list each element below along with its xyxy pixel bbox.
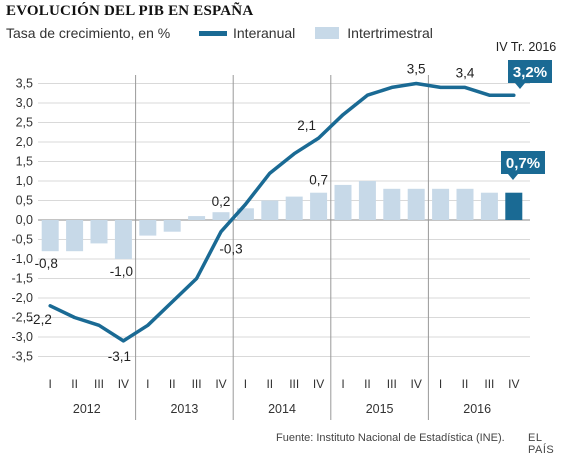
bar — [236, 208, 254, 220]
x-tick-label: IV — [411, 377, 422, 391]
data-label: -0,8 — [35, 256, 58, 271]
year-label: 2014 — [268, 402, 296, 416]
x-tick-label: IV — [508, 377, 519, 391]
source-note: Fuente: Instituto Nacional de Estadístic… — [276, 432, 505, 444]
x-tick-label: I — [244, 377, 247, 391]
callout-box — [508, 60, 552, 83]
legend-swatch-bar — [315, 27, 340, 39]
y-tick-label: 2,0 — [16, 135, 33, 149]
legend-label-intertrimestral: Intertrimestral — [347, 25, 433, 41]
x-tick-label: II — [364, 377, 371, 391]
bar — [456, 188, 474, 220]
bar — [41, 220, 59, 252]
x-tick-label: II — [462, 377, 469, 391]
x-tick-label: II — [266, 377, 273, 391]
bar — [188, 216, 206, 220]
callout: 3,2% — [508, 60, 552, 89]
x-tick-label: II — [71, 377, 78, 391]
data-label: 0,7 — [309, 173, 328, 188]
bar — [212, 212, 230, 220]
data-label: -2,2 — [29, 312, 52, 327]
x-tick-label: III — [289, 377, 299, 391]
data-label: 3,5 — [407, 62, 426, 77]
legend-item-interanual: Interanual — [199, 25, 295, 41]
callout-pointer — [515, 83, 525, 89]
y-tick-label: -1,0 — [11, 252, 33, 266]
callout: 0,7% — [501, 151, 545, 180]
line-series-interanual — [48, 81, 516, 343]
bar — [139, 220, 157, 236]
bar — [432, 188, 450, 220]
bar — [358, 181, 376, 220]
y-tick-label: 3,0 — [16, 96, 33, 110]
x-tick-label: III — [94, 377, 104, 391]
legend-label-interanual: Interanual — [233, 25, 296, 41]
y-tick-label: -3,0 — [11, 330, 33, 344]
year-label: 2012 — [73, 402, 101, 416]
grid-layer: -3,5 -3,0 -2,5 -2,0 -1,5 -1,0 -0,5 0,0 0,5 1,0 1,5… — [11, 77, 530, 364]
bar — [163, 220, 181, 232]
line-layer — [48, 81, 516, 343]
period-label: IV Tr. 2016 — [496, 40, 557, 54]
bar — [407, 188, 425, 220]
x-tick-label: I — [341, 377, 344, 391]
bar — [383, 188, 401, 220]
x-tick-label: III — [484, 377, 494, 391]
x-tick-label: I — [439, 377, 442, 391]
y-tick-label: 1,0 — [16, 174, 33, 188]
bar — [66, 220, 84, 252]
legend: Interanual Intertrimestral — [199, 25, 453, 41]
y-tick-label: -0,5 — [11, 233, 33, 247]
data-label: 2,1 — [297, 118, 316, 133]
callout-pointer — [508, 174, 518, 180]
data-label: -1,0 — [110, 264, 133, 279]
data-label: -3,1 — [108, 349, 131, 364]
x-tick-label: I — [49, 377, 52, 391]
axis-layer: I II III IV I II III IV I II III IV I II III IV I II III IV… — [49, 75, 519, 420]
x-tick-label: IV — [215, 377, 226, 391]
x-tick-label: III — [192, 377, 202, 391]
bar — [505, 192, 523, 220]
bar-layer — [41, 181, 523, 259]
data-label: -0,3 — [219, 242, 242, 257]
chart-subtitle: Tasa de crecimiento, en % — [6, 25, 171, 41]
y-tick-label: -2,5 — [11, 311, 33, 325]
data-label: 3,4 — [456, 65, 475, 80]
bar — [90, 220, 108, 244]
callout-label: 3,2% — [513, 64, 547, 81]
callout-box — [501, 151, 545, 174]
x-tick-label: I — [146, 377, 149, 391]
y-tick-label: 2,5 — [16, 116, 33, 130]
bar — [334, 184, 352, 220]
x-tick-label: IV — [313, 377, 324, 391]
y-tick-label: 1,5 — [16, 155, 33, 169]
year-label: 2015 — [366, 402, 394, 416]
year-label: 2013 — [170, 402, 198, 416]
y-tick-label: -1,5 — [11, 272, 33, 286]
y-tick-label: -3,5 — [11, 350, 33, 364]
bar — [261, 200, 279, 220]
bar — [310, 192, 328, 220]
x-tick-label: III — [387, 377, 397, 391]
data-label: 0,2 — [212, 194, 231, 209]
y-tick-label: 0,0 — [16, 213, 33, 227]
chart-title: EVOLUCIÓN DEL PIB EN ESPAÑA — [6, 3, 254, 19]
bar — [480, 192, 498, 220]
brand-credit: EL PAÍS — [528, 432, 555, 456]
y-tick-label: -2,0 — [11, 291, 33, 305]
x-tick-label: IV — [118, 377, 129, 391]
year-label: 2016 — [463, 402, 491, 416]
x-tick-label: II — [169, 377, 176, 391]
label-layer: -2,2 -3,1 -0,3 2,1 3,5 3,4 -0,8 -1,0 0,2 0,7 IV Tr… — [29, 40, 557, 364]
bar — [114, 220, 132, 259]
legend-item-intertrimestral: Intertrimestral — [315, 25, 433, 41]
y-tick-label: 3,5 — [16, 77, 33, 91]
legend-swatch-line — [199, 30, 227, 36]
y-tick-label: 0,5 — [16, 194, 33, 208]
callout-label: 0,7% — [506, 155, 540, 172]
bar — [285, 196, 303, 220]
